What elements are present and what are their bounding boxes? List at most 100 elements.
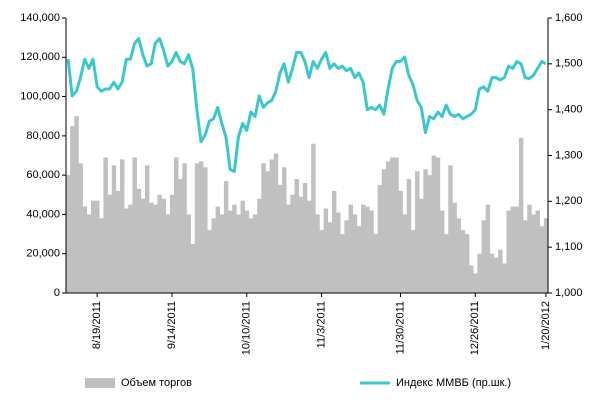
bar: [361, 204, 366, 293]
bar: [460, 230, 466, 293]
bar: [223, 181, 229, 293]
bar: [518, 137, 524, 293]
bar: [514, 206, 520, 293]
bar: [298, 196, 304, 293]
bar: [273, 153, 279, 293]
bar: [128, 204, 133, 293]
x-tick-label: 12/26/2011: [469, 301, 481, 355]
bar: [198, 161, 204, 293]
legend-swatch: [85, 378, 115, 388]
bar: [352, 214, 358, 293]
bar: [111, 165, 117, 293]
bar: [103, 157, 108, 293]
bar: [70, 126, 75, 294]
bar: [344, 220, 349, 293]
bar: [228, 210, 233, 293]
bar: [215, 206, 221, 293]
bar: [535, 210, 540, 293]
bar: [464, 234, 470, 293]
legend-label: Индекс ММВБ (пр.шк.): [396, 377, 511, 389]
bar: [373, 234, 378, 293]
bar: [248, 218, 254, 293]
line: [66, 37, 547, 173]
bar: [527, 204, 532, 293]
bar: [194, 163, 200, 293]
bar: [398, 190, 403, 293]
y2-tick-label: 1,500: [555, 58, 583, 70]
x-tick-label: 11/30/2011: [394, 301, 406, 354]
bar: [157, 194, 162, 293]
bar: [86, 214, 92, 293]
bar: [107, 194, 113, 293]
bar: [531, 214, 536, 293]
y2-tick-label: 1,200: [555, 195, 583, 207]
y2-tick-label: 1,300: [555, 149, 583, 161]
y2-tick-label: 1,400: [555, 104, 583, 116]
x-tick-label: 11/3/2011: [315, 301, 327, 348]
y-tick-label: 20,000: [26, 248, 60, 260]
bar: [473, 273, 478, 293]
bar: [394, 157, 399, 293]
bar: [390, 157, 395, 293]
bar: [99, 218, 104, 293]
bar: [419, 198, 424, 293]
bar: [452, 202, 457, 293]
bar: [502, 263, 507, 293]
bar: [381, 169, 387, 293]
bar: [290, 194, 295, 293]
bar: [219, 214, 225, 293]
bar: [95, 200, 100, 293]
bar: [415, 171, 420, 293]
bar: [74, 116, 79, 293]
bar: [269, 159, 275, 293]
bar: [481, 220, 486, 293]
bar: [489, 253, 495, 293]
y2-tick-label: 1,000: [555, 287, 583, 299]
bar: [439, 210, 445, 293]
bar: [203, 167, 208, 293]
bar: [277, 184, 283, 293]
bar: [435, 157, 441, 293]
bar: [331, 190, 337, 293]
bar: [336, 212, 341, 293]
bar: [444, 234, 449, 293]
bar: [294, 179, 299, 293]
bar: [286, 204, 291, 293]
y-tick-label: 80,000: [26, 130, 60, 142]
bar: [523, 220, 528, 293]
bar: [410, 230, 416, 293]
bar: [510, 206, 516, 293]
bar: [477, 253, 482, 293]
bar: [311, 143, 316, 293]
bar: [406, 179, 412, 293]
bar: [539, 226, 545, 293]
legend-label: Объем торгов: [121, 377, 192, 389]
y-tick-label: 100,000: [20, 90, 60, 102]
bar: [261, 163, 266, 293]
bar: [365, 206, 370, 293]
bar: [498, 249, 503, 293]
bar: [240, 200, 245, 293]
bar: [186, 214, 191, 293]
y-tick-label: 120,000: [20, 51, 60, 63]
bar: [153, 204, 158, 293]
bar: [265, 171, 270, 293]
bar: [282, 167, 287, 293]
bar: [132, 157, 137, 293]
bar: [319, 230, 324, 293]
bar: [190, 243, 196, 293]
bar: [182, 163, 187, 293]
bar: [485, 204, 491, 293]
bar: [178, 179, 183, 293]
bar: [323, 208, 329, 293]
bar: [144, 165, 150, 293]
bar: [469, 265, 474, 293]
bar: [448, 165, 453, 293]
bar: [327, 222, 333, 293]
bar: [140, 198, 146, 293]
bar: [120, 159, 125, 293]
y-tick-label: 0: [54, 287, 60, 299]
y-tick-label: 140,000: [20, 12, 60, 24]
bar: [232, 204, 237, 293]
